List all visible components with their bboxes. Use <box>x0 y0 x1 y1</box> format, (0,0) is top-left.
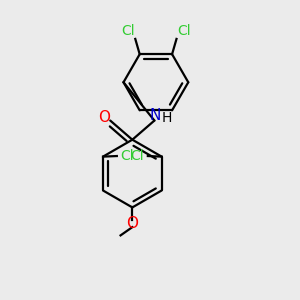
Text: H: H <box>162 111 172 125</box>
Text: Cl: Cl <box>121 24 135 38</box>
Text: Cl: Cl <box>131 149 144 163</box>
Text: Cl: Cl <box>120 149 134 163</box>
Text: O: O <box>126 216 138 231</box>
Text: O: O <box>98 110 110 124</box>
Text: N: N <box>150 108 161 123</box>
Text: Cl: Cl <box>177 24 191 38</box>
